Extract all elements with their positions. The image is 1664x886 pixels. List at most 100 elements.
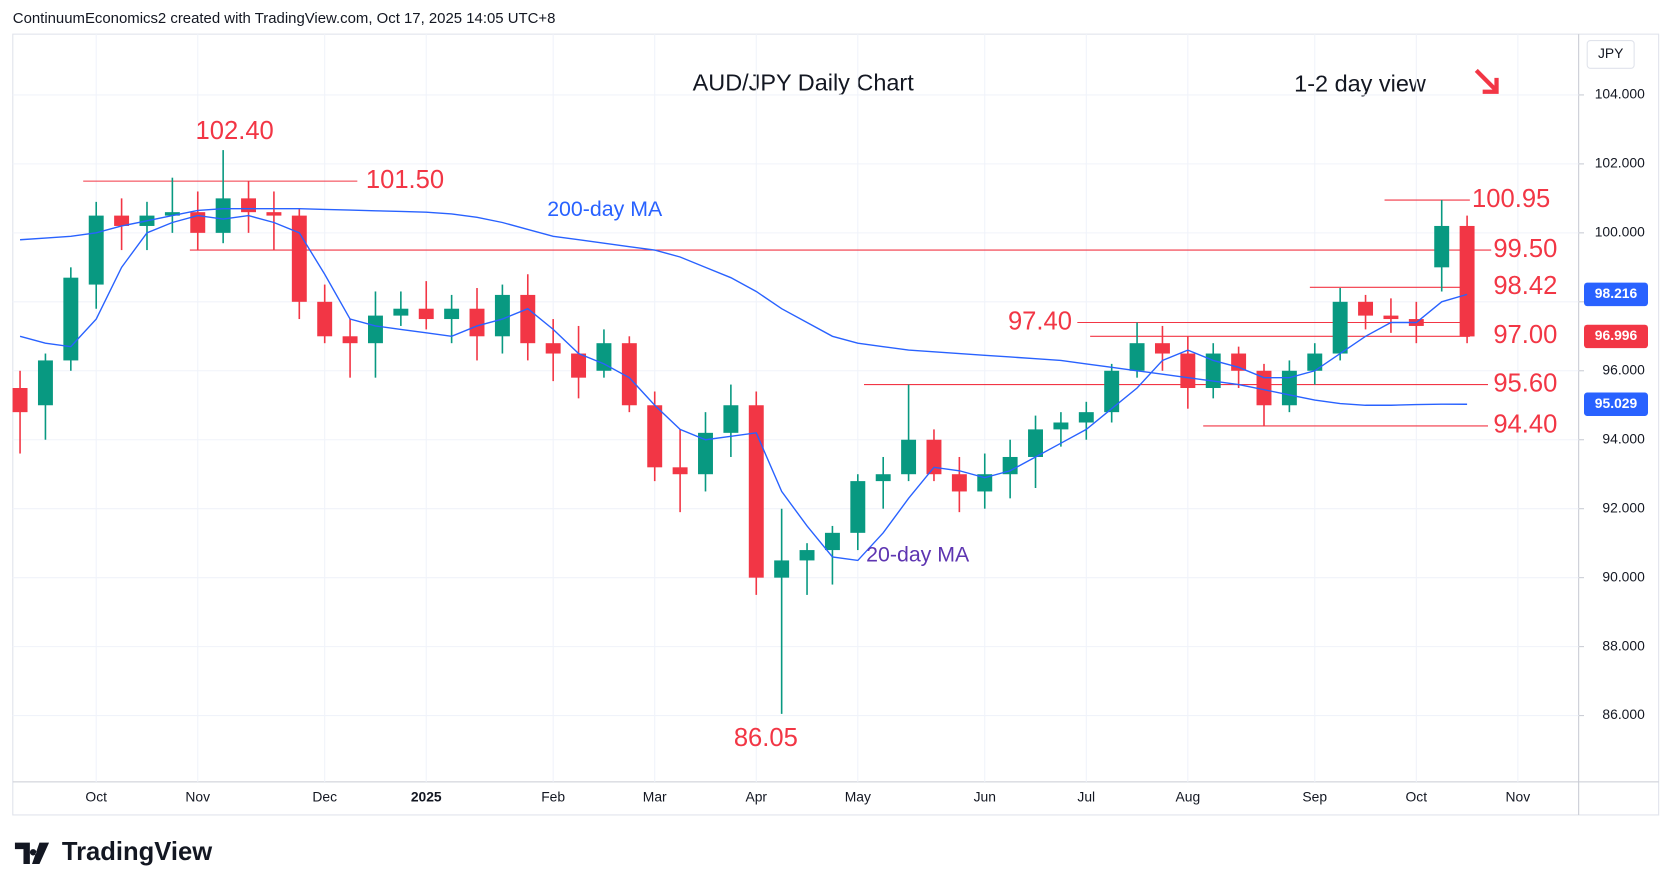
candle-body: [368, 315, 383, 344]
candle-body: [164, 212, 180, 216]
x-tick-label: Oct: [1406, 789, 1428, 805]
moving-average: [20, 208, 1468, 406]
series-label: 200-day MA: [547, 197, 663, 221]
candle-body: [875, 474, 891, 482]
candle-body: [241, 198, 256, 213]
price-box-label: 98.216: [1595, 285, 1638, 301]
candle-body: [1154, 343, 1170, 354]
chart-title: AUD/JPY Daily Chart: [693, 69, 915, 95]
candle-body: [1002, 456, 1018, 475]
x-tick-label: Sep: [1302, 789, 1327, 805]
candle-body: [393, 308, 409, 316]
candle-body: [1281, 370, 1297, 406]
candle-body: [1053, 422, 1069, 430]
candle-body: [63, 277, 79, 361]
x-tick-label: Jun: [974, 789, 996, 805]
price-box: [1584, 392, 1648, 416]
y-tick-label: 104.000: [1595, 86, 1645, 102]
candle-body: [1383, 315, 1399, 320]
candle-body: [596, 343, 612, 371]
candle-body: [1256, 370, 1272, 406]
x-tick-label: May: [845, 789, 871, 805]
candle-body: [1307, 353, 1323, 371]
x-tick-label: Dec: [312, 789, 337, 805]
candle-body: [698, 432, 713, 475]
extreme-label: 86.05: [734, 724, 798, 752]
y-tick-label: 88.000: [1602, 637, 1645, 653]
y-tick-label: 92.000: [1602, 499, 1645, 515]
candle-body: [1078, 412, 1094, 423]
candle-body: [520, 294, 536, 344]
candle-body: [748, 405, 764, 578]
candle-body: [1332, 301, 1348, 354]
candle-body: [1104, 370, 1120, 413]
candle-body: [1459, 225, 1475, 337]
candle-body: [1434, 225, 1450, 268]
level-label: 94.40: [1493, 411, 1557, 439]
candle-body: [926, 439, 942, 475]
candle-body: [901, 439, 917, 475]
y-tick-label: 94.000: [1602, 430, 1645, 446]
candle-body: [114, 215, 130, 226]
level-label: 99.50: [1493, 235, 1557, 263]
x-tick-label: 2025: [411, 789, 442, 805]
candle-body: [799, 550, 815, 561]
candle-body: [1231, 353, 1247, 371]
brand: TradingView: [62, 838, 212, 866]
candle-body: [672, 467, 688, 475]
y-tick-label: 96.000: [1602, 361, 1645, 377]
candle-body: [291, 215, 307, 302]
x-tick-label: Oct: [85, 789, 107, 805]
candle-body: [545, 343, 561, 354]
currency-box: [1586, 40, 1635, 69]
candle-body: [88, 215, 104, 285]
x-tick-label: Mar: [643, 789, 667, 805]
price-box-label: 96.996: [1595, 327, 1638, 343]
series-label: 20-day MA: [866, 542, 970, 566]
candle-body: [494, 294, 510, 337]
y-tick-label: 90.000: [1602, 568, 1645, 584]
y-tick-label: 86.000: [1602, 706, 1645, 722]
x-tick-label: Aug: [1176, 789, 1201, 805]
candle-body: [647, 405, 663, 468]
level-label: 97.40: [1008, 307, 1072, 335]
y-tick-label: 100.000: [1595, 224, 1645, 240]
extreme-label: 102.40: [196, 117, 274, 145]
candle-body: [342, 336, 358, 344]
x-tick-label: Feb: [541, 789, 565, 805]
candle-body: [215, 198, 231, 233]
level-label: 95.60: [1493, 369, 1557, 397]
down-arrow: [1474, 68, 1499, 94]
candle-body: [951, 474, 967, 492]
x-tick-label: Nov: [1506, 789, 1531, 805]
level-label: 98.42: [1493, 272, 1557, 300]
candle-body: [444, 308, 460, 320]
candle-body: [317, 301, 333, 337]
price-box-label: 95.029: [1595, 395, 1638, 411]
currency: JPY: [1598, 45, 1623, 61]
x-tick-label: Apr: [745, 789, 767, 805]
moving-average: [19, 214, 1468, 562]
frame: [12, 33, 1660, 816]
price-box: [1584, 282, 1648, 307]
candle-body: [850, 481, 866, 533]
view-note: 1-2 day view: [1294, 71, 1426, 97]
x-tick-label: Nov: [185, 789, 210, 805]
candle-body: [571, 353, 587, 378]
y-tick-label: 102.000: [1595, 155, 1645, 171]
candle-body: [723, 405, 739, 433]
candle-body: [1028, 429, 1043, 457]
logo-mark: [14, 842, 50, 865]
candle-body: [774, 560, 790, 578]
candle-body: [621, 343, 637, 406]
candle-body: [977, 474, 993, 492]
logo: TradingView: [14, 838, 212, 866]
candle-body: [824, 532, 840, 551]
candle-body: [1180, 353, 1196, 389]
level-label: 101.50: [366, 166, 444, 194]
header: ContinuumEconomics2 created with Trading…: [13, 10, 556, 27]
candle-body: [1358, 301, 1374, 316]
candle-body: [266, 212, 282, 216]
